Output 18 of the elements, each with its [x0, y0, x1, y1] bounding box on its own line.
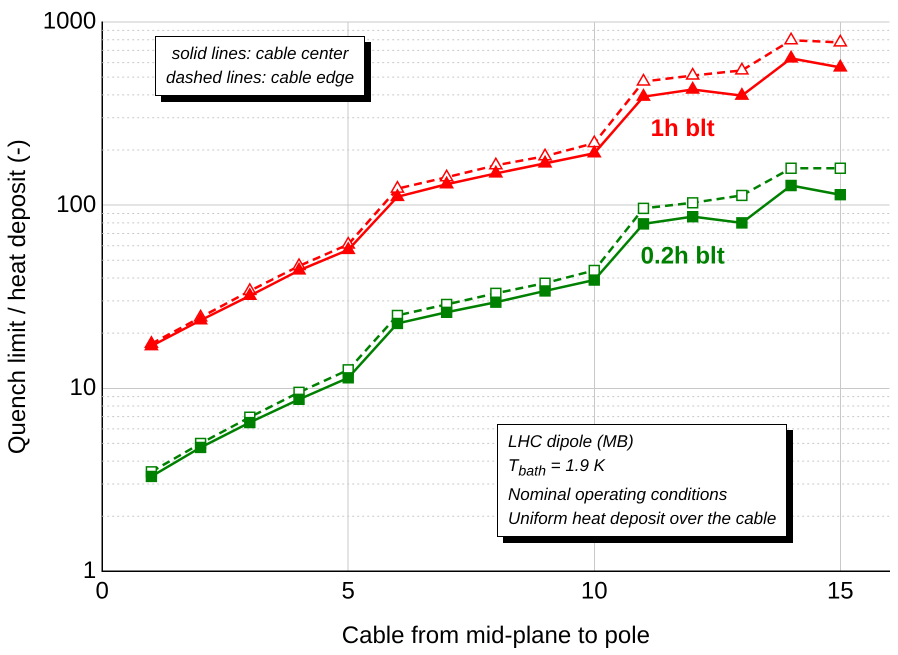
y-tick-label: 1 [82, 557, 96, 584]
annotation: Uniform heat deposit over the cable [508, 508, 776, 530]
series-label: 0.2h blt [640, 242, 725, 270]
y-tick-label: 1000 [42, 8, 96, 35]
annotation: LHC dipole (MB) [508, 431, 635, 453]
series-label: 1h blt [650, 115, 715, 142]
y-axis-title: Quench limit / heat deposit (-) [4, 139, 32, 454]
annotation: T$_{bath}$ = 1.9 K [508, 455, 606, 482]
x-tick-label: 5 [342, 577, 355, 604]
x-tick-label: 15 [826, 577, 854, 604]
y-tick-label: 100 [56, 190, 96, 218]
annotation: Nominal operating conditions [508, 484, 728, 506]
x-tick-label: 10 [580, 577, 608, 604]
y-tick-label: 10 [69, 374, 96, 401]
annotation: solid lines: cable center [170, 43, 350, 65]
x-tick-label: 0 [96, 577, 109, 604]
annotation: dashed lines: cable edge [166, 67, 354, 89]
x-axis-title: Cable from mid-plane to pole [342, 622, 650, 650]
